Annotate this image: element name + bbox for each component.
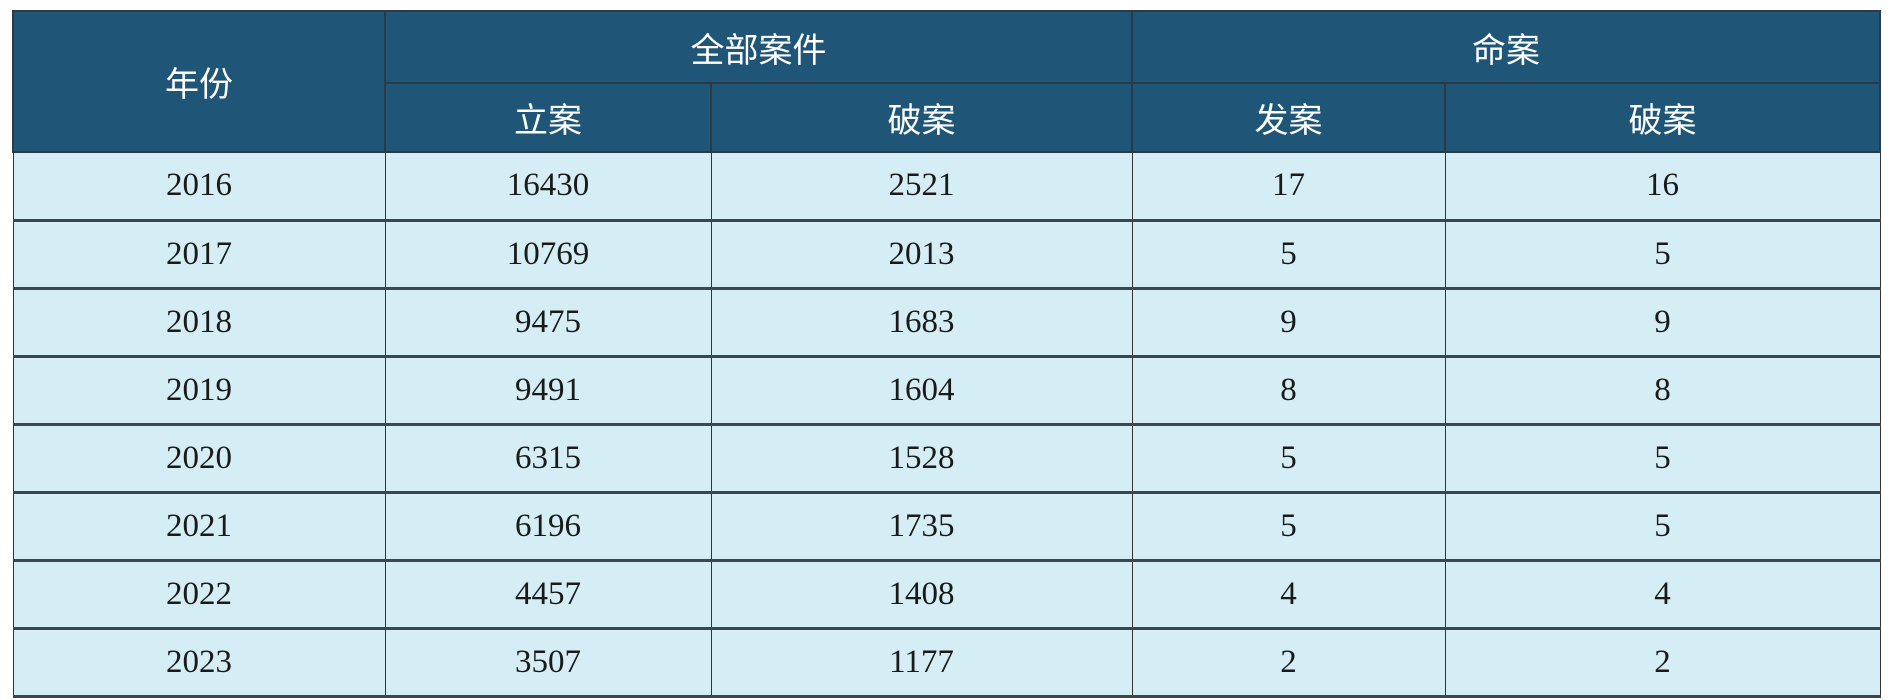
cell-homicide-solved: 5 [1444, 423, 1881, 494]
cell-year: 2020 [12, 423, 386, 494]
cell-all-filed: 4457 [384, 559, 712, 630]
case-statistics-table: 年份 全部案件 命案 立案 破案 发案 破案 2016 16430 2521 17 16… [12, 10, 1881, 698]
cell-homicide-solved: 4 [1444, 559, 1881, 630]
table-row: 2023 3507 1177 2 2 [12, 627, 1881, 698]
cell-all-filed: 9475 [384, 287, 712, 358]
cell-year: 2023 [12, 627, 386, 698]
header-all-cases: 全部案件 [384, 10, 1133, 84]
header-homicide-occurred: 发案 [1131, 82, 1446, 153]
cell-homicide-occurred: 2 [1131, 627, 1446, 698]
header-all-filed: 立案 [384, 82, 712, 153]
table-row: 2021 6196 1735 5 5 [12, 491, 1881, 562]
cell-year: 2017 [12, 219, 386, 290]
cell-homicide-occurred: 5 [1131, 491, 1446, 562]
header-homicide-solved: 破案 [1444, 82, 1881, 153]
cell-all-filed: 3507 [384, 627, 712, 698]
table-row: 2017 10769 2013 5 5 [12, 219, 1881, 290]
cell-all-solved: 1408 [710, 559, 1133, 630]
header-homicide: 命案 [1131, 10, 1881, 84]
cell-year: 2019 [12, 355, 386, 426]
cell-all-filed: 6315 [384, 423, 712, 494]
cell-year: 2021 [12, 491, 386, 562]
cell-all-filed: 9491 [384, 355, 712, 426]
cell-all-filed: 6196 [384, 491, 712, 562]
cell-all-filed: 10769 [384, 219, 712, 290]
cell-homicide-occurred: 5 [1131, 219, 1446, 290]
table-row: 2018 9475 1683 9 9 [12, 287, 1881, 358]
cell-year: 2018 [12, 287, 386, 358]
table-row: 2019 9491 1604 8 8 [12, 355, 1881, 426]
cell-year: 2022 [12, 559, 386, 630]
cell-homicide-occurred: 5 [1131, 423, 1446, 494]
cell-all-solved: 2013 [710, 219, 1133, 290]
header-all-solved: 破案 [710, 82, 1133, 153]
cell-homicide-solved: 16 [1444, 151, 1881, 222]
header-year: 年份 [12, 10, 386, 153]
cell-all-solved: 1528 [710, 423, 1133, 494]
cell-all-filed: 16430 [384, 151, 712, 222]
cell-homicide-solved: 9 [1444, 287, 1881, 358]
cell-all-solved: 1177 [710, 627, 1133, 698]
cell-homicide-solved: 5 [1444, 491, 1881, 562]
cell-all-solved: 1735 [710, 491, 1133, 562]
cell-homicide-solved: 2 [1444, 627, 1881, 698]
table-row: 2020 6315 1528 5 5 [12, 423, 1881, 494]
cell-year: 2016 [12, 151, 386, 222]
cell-all-solved: 1604 [710, 355, 1133, 426]
table-row: 2016 16430 2521 17 16 [12, 151, 1881, 222]
cell-homicide-occurred: 4 [1131, 559, 1446, 630]
cell-homicide-solved: 5 [1444, 219, 1881, 290]
cell-all-solved: 1683 [710, 287, 1133, 358]
cell-all-solved: 2521 [710, 151, 1133, 222]
cell-homicide-solved: 8 [1444, 355, 1881, 426]
cell-homicide-occurred: 8 [1131, 355, 1446, 426]
table-row: 2022 4457 1408 4 4 [12, 559, 1881, 630]
cell-homicide-occurred: 17 [1131, 151, 1446, 222]
cell-homicide-occurred: 9 [1131, 287, 1446, 358]
